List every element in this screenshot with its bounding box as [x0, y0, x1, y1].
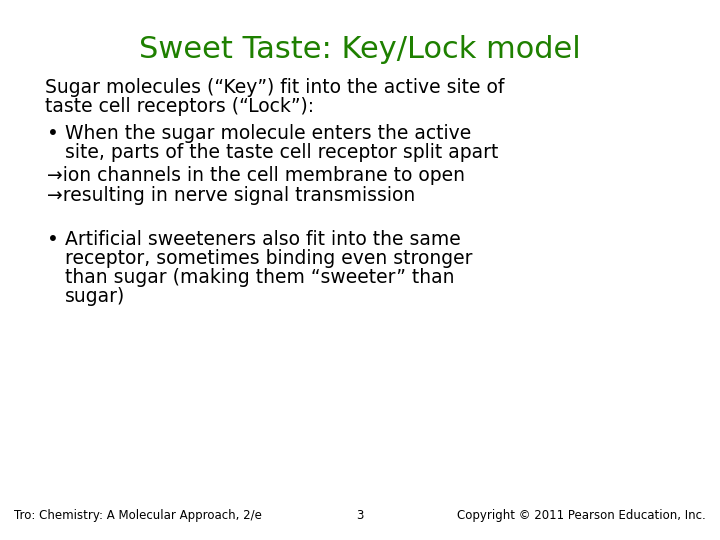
Text: 3: 3	[356, 509, 364, 522]
Text: sugar): sugar)	[65, 287, 125, 306]
Text: →ion channels in the cell membrane to open: →ion channels in the cell membrane to op…	[47, 166, 465, 185]
Text: Artificial sweeteners also fit into the same: Artificial sweeteners also fit into the …	[65, 230, 461, 249]
Text: •: •	[47, 230, 59, 249]
Text: Sweet Taste: Key/Lock model: Sweet Taste: Key/Lock model	[139, 35, 581, 64]
Text: taste cell receptors (“Lock”):: taste cell receptors (“Lock”):	[45, 97, 314, 116]
Text: Sugar molecules (“Key”) fit into the active site of: Sugar molecules (“Key”) fit into the act…	[45, 78, 505, 97]
Text: site, parts of the taste cell receptor split apart: site, parts of the taste cell receptor s…	[65, 143, 498, 162]
Text: →resulting in nerve signal transmission: →resulting in nerve signal transmission	[47, 186, 415, 205]
Text: Tro: Chemistry: A Molecular Approach, 2/e: Tro: Chemistry: A Molecular Approach, 2/…	[14, 509, 262, 522]
Text: When the sugar molecule enters the active: When the sugar molecule enters the activ…	[65, 124, 472, 143]
Text: than sugar (making them “sweeter” than: than sugar (making them “sweeter” than	[65, 268, 454, 287]
Text: •: •	[47, 124, 59, 143]
Text: receptor, sometimes binding even stronger: receptor, sometimes binding even stronge…	[65, 249, 472, 268]
Text: Copyright © 2011 Pearson Education, Inc.: Copyright © 2011 Pearson Education, Inc.	[457, 509, 706, 522]
